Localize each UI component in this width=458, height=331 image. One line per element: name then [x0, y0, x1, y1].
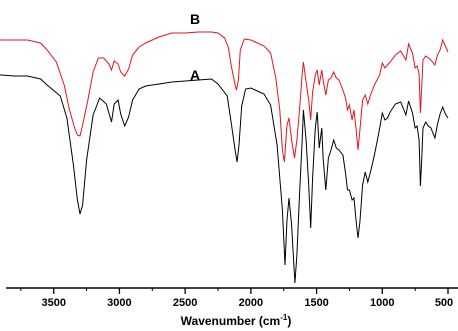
- x-tick-label: 3000: [107, 297, 131, 309]
- x-axis-title: Wavenumber (cm-1): [181, 313, 292, 328]
- series-label-a: A: [190, 67, 200, 83]
- x-tick-label: 3500: [41, 297, 65, 309]
- x-axis-title-close: ): [287, 314, 291, 328]
- series-a-line: [0, 74, 449, 284]
- x-tick-label: 2500: [173, 297, 197, 309]
- series-b-line: [0, 31, 449, 163]
- x-axis-title-main: Wavenumber (cm: [181, 314, 281, 328]
- x-axis-tick-labels: 3500 3000 2500 2000 1500 1000 500: [41, 297, 453, 309]
- series-label-b: B: [190, 11, 200, 27]
- plot-area: [0, 31, 449, 284]
- x-tick-label: 1000: [370, 297, 394, 309]
- x-axis-title-superscript: -1: [280, 313, 288, 322]
- x-tick-label: 2000: [239, 297, 263, 309]
- x-tick-label: 500: [435, 297, 453, 309]
- x-tick-label: 1500: [304, 297, 328, 309]
- x-axis-ticks: [20, 288, 449, 294]
